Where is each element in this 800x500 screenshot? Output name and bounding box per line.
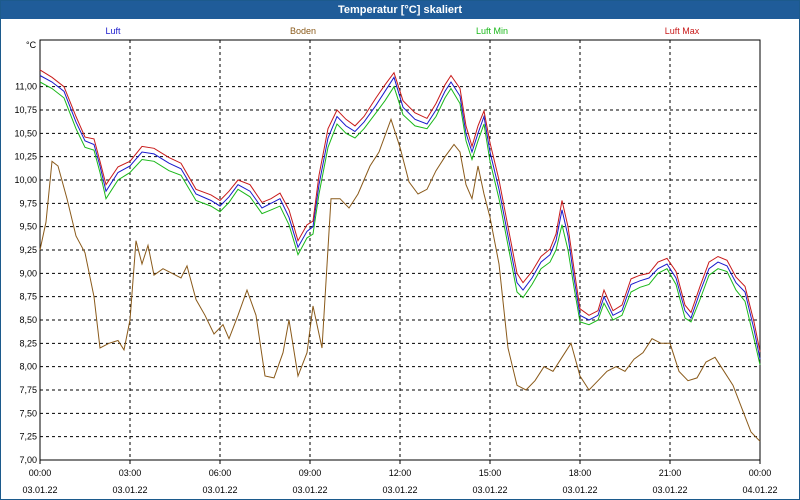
y-tick-label: 7,25 [19,432,37,442]
x-tick-time: 03:00 [119,468,142,478]
x-tick-date: 03.01.22 [202,485,237,495]
y-tick-label: 10,75 [14,105,37,115]
x-tick-time: 00:00 [749,468,772,478]
series-line-luft-max [39,69,761,352]
x-tick-date: 03.01.22 [562,485,597,495]
legend-entry: Luft [105,26,121,36]
y-tick-label: 7,75 [19,385,37,395]
y-tick-label: 7,00 [19,455,37,465]
x-tick-time: 12:00 [389,468,412,478]
x-tick-time: 21:00 [659,468,682,478]
series-lines [39,69,761,442]
y-tick-label: 10,25 [14,152,37,162]
x-tick-time: 00:00 [29,468,52,478]
y-tick-label: 8,25 [19,338,37,348]
x-tick-date: 03.01.22 [22,485,57,495]
y-tick-label: 8,50 [19,315,37,325]
x-tick-date: 03.01.22 [292,485,327,495]
series-line-luft [39,75,761,360]
x-tick-time: 15:00 [479,468,502,478]
y-tick-label: 9,50 [19,222,37,232]
x-tick-time: 06:00 [209,468,232,478]
legend-entry: Boden [290,26,316,36]
y-tick-label: 10,50 [14,128,37,138]
legend-entry: Luft Max [665,26,700,36]
x-tick-time: 18:00 [569,468,592,478]
chart-title: Temperatur [°C] skaliert [1,1,799,19]
x-axis-ticks: 00:00 03.01.22 03:00 03.01.22 06:00 03.01.22 0… [22,460,778,495]
y-tick-label: 7,50 [19,408,37,418]
x-tick-date: 04.01.22 [742,485,777,495]
x-tick-time: 09:00 [299,468,322,478]
legend-entry: Luft Min [476,26,508,36]
series-line-boden [39,117,761,442]
y-tick-label: 10,00 [14,175,37,185]
y-tick-label: 8,75 [19,292,37,302]
y-tick-label: 9,00 [19,268,37,278]
y-tick-label: 8,00 [19,362,37,372]
y-tick-label: 9,75 [19,198,37,208]
y-tick-label: 11,00 [15,82,37,92]
x-tick-date: 03.01.22 [112,485,147,495]
x-tick-date: 03.01.22 [382,485,417,495]
series-line-luft-min [39,81,761,365]
legend: Luft Boden Luft Min Luft Max [105,26,699,36]
x-tick-date: 03.01.22 [472,485,507,495]
x-tick-date: 03.01.22 [652,485,687,495]
y-axis-label: °C [26,40,37,50]
grid [40,40,760,460]
y-tick-label: 9,25 [19,245,37,255]
y-axis-ticks: 7,00 7,25 7,50 7,75 8,00 8,25 8,50 8,75 9,00 9,25… [14,82,37,465]
